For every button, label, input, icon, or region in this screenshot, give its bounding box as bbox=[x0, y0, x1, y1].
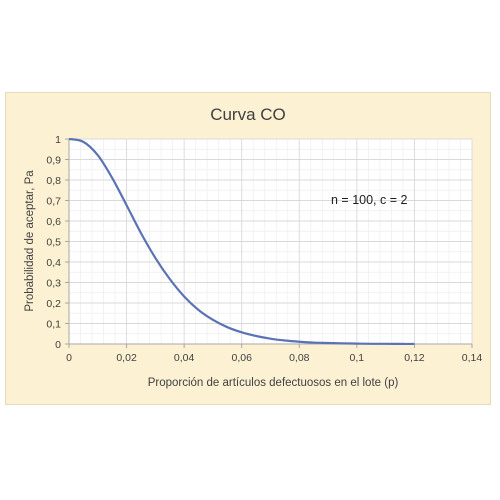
y-tick-label: 1 bbox=[55, 134, 61, 146]
x-tick-label: 0,1 bbox=[350, 352, 365, 364]
x-tick-label: 0,14 bbox=[462, 352, 483, 364]
y-tick-label: 0,1 bbox=[46, 319, 61, 331]
y-tick-label: 0,3 bbox=[46, 278, 61, 290]
y-tick-label: 0,5 bbox=[46, 237, 61, 249]
y-tick-label: 0,8 bbox=[46, 175, 61, 187]
y-tick-label: 0,7 bbox=[46, 196, 61, 208]
y-tick-label: 0,4 bbox=[46, 257, 61, 269]
grid-lines bbox=[69, 138, 473, 344]
x-tick-label: 0,06 bbox=[231, 352, 252, 364]
y-axis-label: Probabilidad de aceptar, Pa bbox=[24, 170, 36, 312]
x-tick-label: 0,04 bbox=[174, 352, 195, 364]
y-tick-label: 0,2 bbox=[46, 298, 61, 310]
x-tick-label: 0 bbox=[66, 352, 72, 364]
x-axis-label: Proporción de artículos defectuosos en e… bbox=[148, 377, 399, 389]
y-tick-label: 0,9 bbox=[46, 155, 61, 167]
x-tick-label: 0,08 bbox=[289, 352, 310, 364]
x-tick-label: 0,02 bbox=[116, 352, 137, 364]
y-tick-label: 0 bbox=[55, 339, 61, 351]
chart-title: Curva CO bbox=[210, 105, 286, 124]
oc-curve-line bbox=[68, 137, 415, 346]
chart-annotation: n = 100, c = 2 bbox=[331, 193, 407, 207]
x-tick-label: 0,12 bbox=[404, 352, 425, 364]
y-tick-label: 0,6 bbox=[46, 216, 61, 228]
tick-labels: 0 0,02 0,04 0,06 0,08 0,1 0,12 0,14 0 0,1 0,2 0,3 0,… bbox=[46, 134, 482, 364]
